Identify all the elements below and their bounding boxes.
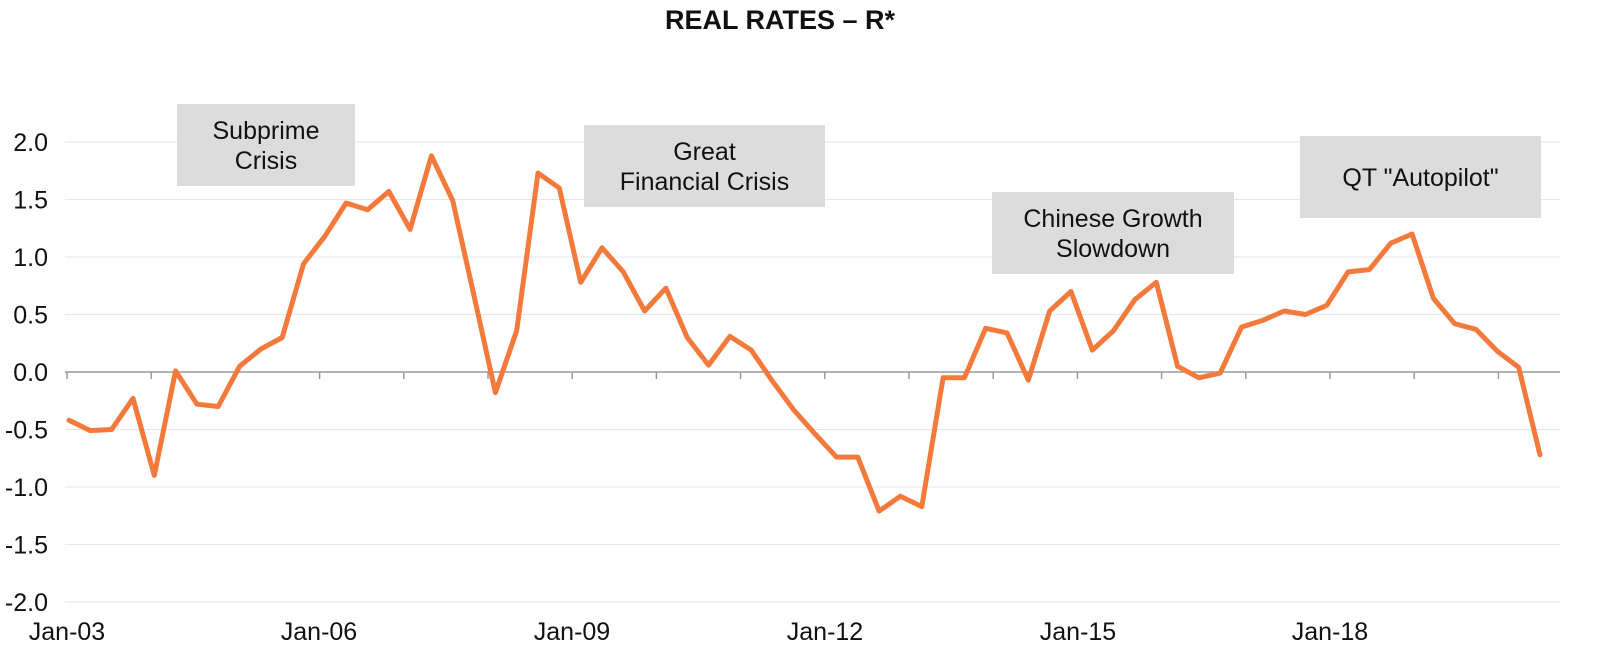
y-tick-label: 0.5 bbox=[13, 302, 48, 330]
annotation-text: Financial Crisis bbox=[620, 168, 789, 196]
y-axis-ticks: 2.0 1.5 1.0 0.5 0.0 -0.5 -1.0 -1.5 -2.0 bbox=[5, 129, 48, 617]
x-tick-label: Jan-03 bbox=[29, 618, 105, 646]
y-tick-label: 1.5 bbox=[13, 187, 48, 215]
annotation-box: QT "Autopilot" bbox=[1300, 136, 1541, 218]
x-axis-ticks: Jan-03 Jan-06 Jan-09 Jan-12 Jan-15 Jan-18 bbox=[29, 372, 1500, 646]
annotation-text: Subprime bbox=[213, 117, 320, 145]
series-layer bbox=[66, 153, 1543, 514]
annotation-background bbox=[992, 192, 1234, 274]
annotation-text: QT "Autopilot" bbox=[1342, 164, 1498, 192]
x-tick-label: Jan-12 bbox=[787, 618, 863, 646]
y-tick-label: 1.0 bbox=[13, 244, 48, 272]
annotation-background bbox=[584, 125, 825, 207]
annotation-background bbox=[1300, 136, 1541, 218]
y-tick-label: 0.0 bbox=[13, 359, 48, 387]
y-tick-label: 2.0 bbox=[13, 129, 48, 157]
annotation-background bbox=[177, 104, 355, 186]
chart-title: REAL RATES – R* bbox=[665, 5, 896, 35]
annotation-text: Great bbox=[673, 138, 736, 166]
annotation-text: Crisis bbox=[235, 147, 298, 175]
x-tick-label: Jan-09 bbox=[534, 618, 610, 646]
annotation-text: Chinese Growth bbox=[1023, 205, 1202, 233]
x-tick-label: Jan-18 bbox=[1292, 618, 1368, 646]
y-tick-label: -1.0 bbox=[5, 474, 48, 502]
series-line bbox=[66, 153, 1543, 514]
x-tick-label: Jan-06 bbox=[281, 618, 357, 646]
y-tick-label: -0.5 bbox=[5, 417, 48, 445]
annotation-text: Slowdown bbox=[1056, 235, 1170, 263]
y-tick-label: -1.5 bbox=[5, 532, 48, 560]
y-tick-label: -2.0 bbox=[5, 589, 48, 617]
x-tick-label: Jan-15 bbox=[1040, 618, 1116, 646]
